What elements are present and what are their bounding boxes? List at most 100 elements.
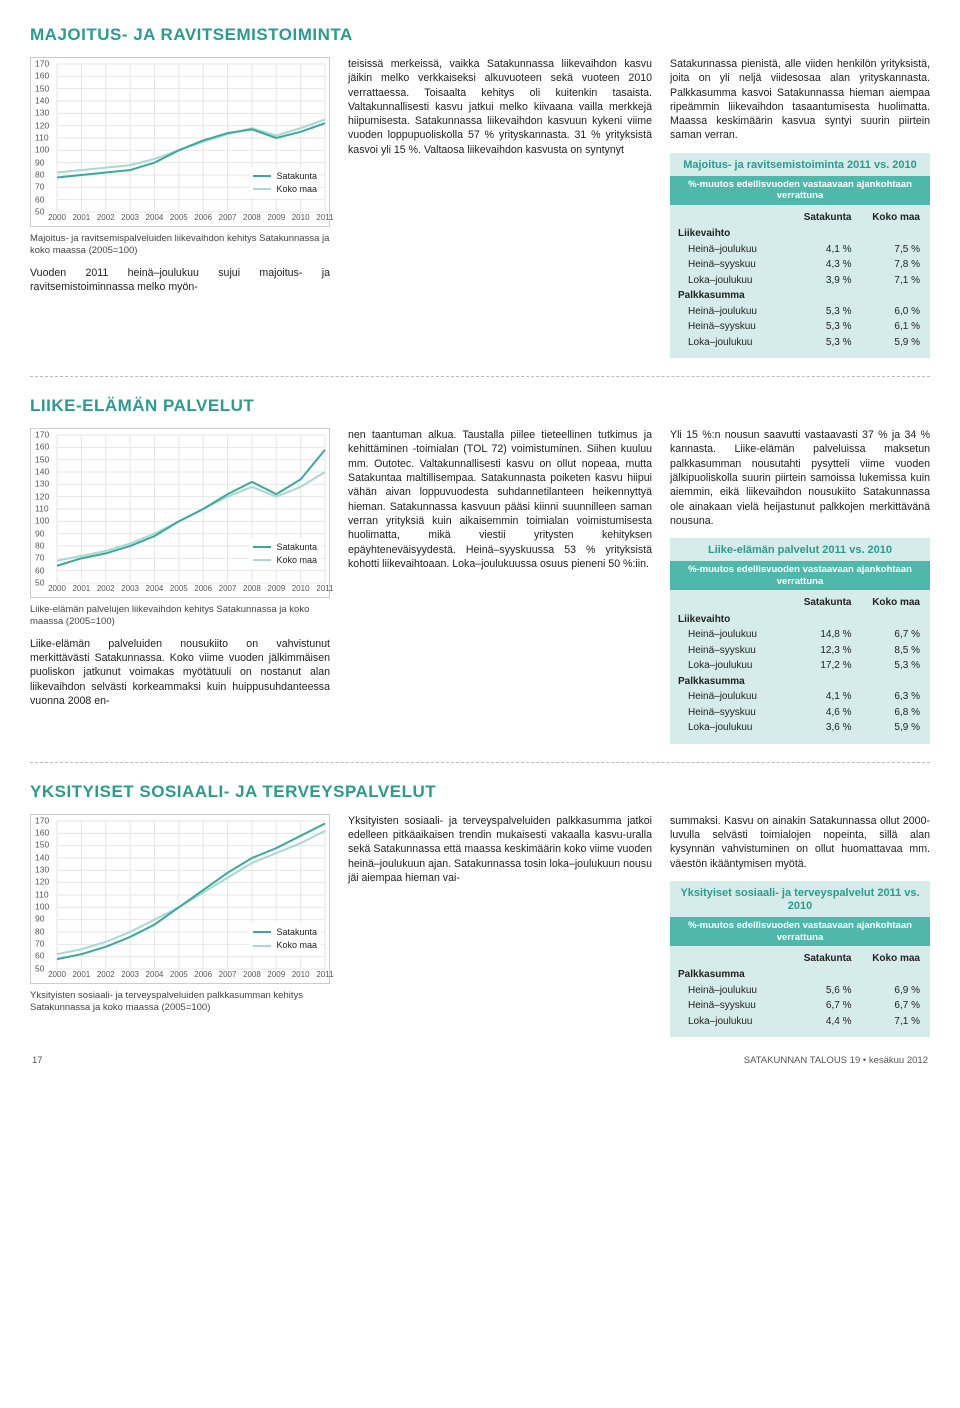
table-cell: 6,7 %	[854, 627, 923, 643]
table-cell: 5,9 %	[854, 335, 923, 351]
table-cell: 5,3 %	[854, 658, 923, 674]
table-cell: 5,6 %	[785, 983, 853, 999]
table-cell: 17,2 %	[785, 658, 853, 674]
table-group: Liikevaihto	[678, 612, 922, 628]
table-title: Majoitus- ja ravitsemistoiminta 2011 vs.…	[678, 159, 922, 172]
table-cell: 6,9 %	[854, 983, 923, 999]
table-cell: 5,3 %	[785, 335, 853, 351]
table-cell: 6,8 %	[854, 705, 923, 721]
table-col-header: Satakunta	[785, 950, 853, 968]
table-cell: 7,1 %	[854, 273, 923, 289]
table-subtitle: %-muutos edellisvuoden vastaavaan ajanko…	[670, 176, 930, 205]
table-cell: 5,3 %	[785, 319, 853, 335]
table-cell: Heinä–joulukuu	[678, 689, 785, 705]
table-cell: 6,3 %	[854, 689, 923, 705]
table-cell: 7,5 %	[854, 242, 923, 258]
table-cell: Loka–joulukuu	[678, 1014, 785, 1030]
chart-caption: Liike-elämän palvelujen liikevaihdon keh…	[30, 604, 330, 629]
footer-right: SATAKUNNAN TALOUS 19 • kesäkuu 2012	[744, 1055, 928, 1068]
section-title: YKSITYISET SOSIAALI- JA TERVEYSPALVELUT	[30, 781, 930, 804]
table-cell: Heinä–joulukuu	[678, 627, 785, 643]
line-chart: 5060708090100110120130140150160170200020…	[30, 57, 330, 227]
table-cell: Heinä–syyskuu	[678, 319, 785, 335]
table-cell: 4,4 %	[785, 1014, 853, 1030]
table-cell: 5,9 %	[854, 720, 923, 736]
table-group: Palkkasumma	[678, 674, 922, 690]
table-row: Heinä–syyskuu5,3 %6,1 %	[678, 319, 922, 335]
table-cell: Heinä–joulukuu	[678, 304, 785, 320]
table-row: Heinä–syyskuu6,7 %6,7 %	[678, 998, 922, 1014]
table-cell: 7,8 %	[854, 257, 923, 273]
table-row: Loka–joulukuu4,4 %7,1 %	[678, 1014, 922, 1030]
section-title: MAJOITUS- JA RAVITSEMISTOIMINTA	[30, 24, 930, 47]
page: MAJOITUS- JA RAVITSEMISTOIMINTA 50607080…	[0, 0, 960, 1082]
table-cell: Loka–joulukuu	[678, 658, 785, 674]
table-cell: Heinä–syyskuu	[678, 643, 785, 659]
section-majoitus: MAJOITUS- JA RAVITSEMISTOIMINTA 50607080…	[30, 24, 930, 358]
body-text: Satakunnassa pienistä, alle viiden henki…	[670, 57, 930, 143]
page-number: 17	[32, 1055, 43, 1068]
body-text: summaksi. Kasvu on ainakin Satakunnassa …	[670, 814, 930, 871]
table-col-header	[678, 209, 785, 227]
table-col-header	[678, 950, 785, 968]
table-cell: 5,3 %	[785, 304, 853, 320]
table-cell: Loka–joulukuu	[678, 720, 785, 736]
body-text: Yli 15 %:n nousun saavutti vastaavasti 3…	[670, 428, 930, 528]
table-cell: Heinä–joulukuu	[678, 983, 785, 999]
table-col-header: Koko maa	[854, 209, 923, 227]
chart-legend: Satakunta Koko maa	[249, 167, 321, 198]
table-subtitle: %-muutos edellisvuoden vastaavaan ajanko…	[670, 561, 930, 590]
body-text: Liike-elämän palveluiden nousukiito on v…	[30, 637, 330, 708]
table-cell: Loka–joulukuu	[678, 335, 785, 351]
table-row: Loka–joulukuu5,3 %5,9 %	[678, 335, 922, 351]
body-text: nen taantuman alkua. Taustalla piilee ti…	[348, 428, 652, 744]
table-subtitle: %-muutos edellisvuoden vastaavaan ajanko…	[670, 917, 930, 946]
table-cell: Heinä–syyskuu	[678, 998, 785, 1014]
table-row: Heinä–joulukuu5,3 %6,0 %	[678, 304, 922, 320]
table-col-header: Satakunta	[785, 209, 853, 227]
table-cell: 3,9 %	[785, 273, 853, 289]
line-chart: 5060708090100110120130140150160170200020…	[30, 814, 330, 984]
table-cell: 4,6 %	[785, 705, 853, 721]
table-group: Palkkasumma	[678, 967, 922, 983]
data-table: Yksityiset sosiaali- ja terveyspalvelut …	[670, 881, 930, 1038]
table-cell: 7,1 %	[854, 1014, 923, 1030]
body-text: Yksityisten sosiaali- ja terveyspalvelui…	[348, 814, 652, 1038]
table-cell: 12,3 %	[785, 643, 853, 659]
table-cell: Loka–joulukuu	[678, 273, 785, 289]
table-row: Heinä–joulukuu5,6 %6,9 %	[678, 983, 922, 999]
table-col-header: Koko maa	[854, 594, 923, 612]
table-group: Palkkasumma	[678, 288, 922, 304]
table-row: Heinä–joulukuu4,1 %6,3 %	[678, 689, 922, 705]
section-divider	[30, 762, 930, 763]
table-row: Heinä–syyskuu12,3 %8,5 %	[678, 643, 922, 659]
table-cell: 4,1 %	[785, 689, 853, 705]
section-divider	[30, 376, 930, 377]
chart-caption: Yksityisten sosiaali- ja terveyspalvelui…	[30, 990, 330, 1015]
table-row: Loka–joulukuu17,2 %5,3 %	[678, 658, 922, 674]
table-row: Loka–joulukuu3,9 %7,1 %	[678, 273, 922, 289]
table-title: Yksityiset sosiaali- ja terveyspalvelut …	[678, 887, 922, 913]
table-row: Heinä–syyskuu4,3 %7,8 %	[678, 257, 922, 273]
chart-legend: Satakunta Koko maa	[249, 538, 321, 569]
table-row: Heinä–joulukuu14,8 %6,7 %	[678, 627, 922, 643]
body-text: teisissä merkeissä, vaikka Satakunnassa …	[348, 57, 652, 358]
table-col-header: Satakunta	[785, 594, 853, 612]
table-cell: 8,5 %	[854, 643, 923, 659]
table-cell: 4,1 %	[785, 242, 853, 258]
table-col-header	[678, 594, 785, 612]
chart-caption: Majoitus- ja ravitsemispalveluiden liike…	[30, 233, 330, 258]
table-cell: Heinä–syyskuu	[678, 705, 785, 721]
data-table: Liike-elämän palvelut 2011 vs. 2010 %-mu…	[670, 538, 930, 743]
table-col-header: Koko maa	[854, 950, 923, 968]
body-text: Vuoden 2011 heinä–joulukuu sujui majoitu…	[30, 266, 330, 295]
table-cell: 6,7 %	[785, 998, 853, 1014]
table-row: Heinä–syyskuu4,6 %6,8 %	[678, 705, 922, 721]
table-cell: Heinä–syyskuu	[678, 257, 785, 273]
line-chart: 5060708090100110120130140150160170200020…	[30, 428, 330, 598]
data-table: Majoitus- ja ravitsemistoiminta 2011 vs.…	[670, 153, 930, 358]
table-title: Liike-elämän palvelut 2011 vs. 2010	[678, 544, 922, 557]
table-row: Loka–joulukuu3,6 %5,9 %	[678, 720, 922, 736]
section-title: LIIKE-ELÄMÄN PALVELUT	[30, 395, 930, 418]
table-cell: 4,3 %	[785, 257, 853, 273]
